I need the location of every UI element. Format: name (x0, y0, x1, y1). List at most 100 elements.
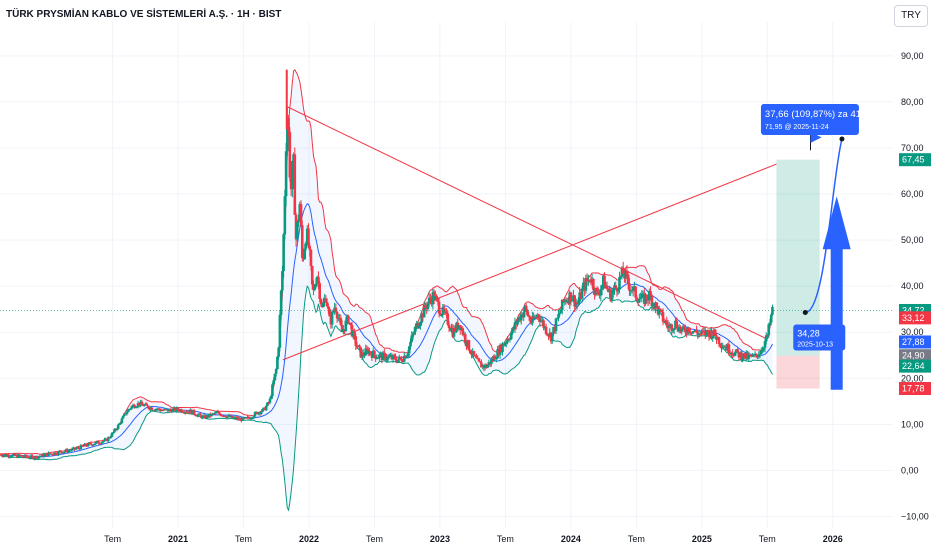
candle-up (47, 452, 50, 456)
candle-up (11, 454, 14, 457)
candle-up (109, 436, 113, 438)
candle-down (635, 297, 639, 301)
candle-up (672, 328, 676, 331)
candle-down (736, 349, 739, 353)
candle-down (544, 326, 548, 335)
candle-down (145, 403, 149, 406)
candle-down (659, 309, 662, 311)
candle-up (129, 408, 132, 410)
candle-up (266, 402, 269, 406)
candle-down (198, 413, 202, 416)
candle-down (247, 416, 251, 419)
candle-up (509, 333, 513, 339)
candle-down (21, 455, 24, 457)
candle-down (325, 302, 329, 307)
price-label: 67,45 (902, 155, 925, 165)
candle-up (252, 416, 256, 418)
candle-down (96, 441, 100, 444)
candle-down (480, 362, 483, 368)
candle-up (616, 289, 620, 292)
candle-down (334, 307, 338, 312)
candle-up (599, 289, 603, 296)
candle-up (101, 441, 105, 443)
candle-up (123, 413, 126, 416)
candle-down (293, 154, 297, 215)
candle-up (215, 412, 218, 414)
candle-up (279, 290, 283, 315)
y-tick-label: 30,00 (901, 327, 924, 337)
candle-down (307, 228, 310, 247)
candle-up (274, 369, 278, 374)
candle-down (324, 298, 328, 303)
candle-up (116, 424, 120, 429)
candle-down (353, 330, 356, 337)
forecast-start-price: 34,28 (797, 329, 820, 339)
candle-down (359, 347, 363, 358)
candle-down (542, 320, 545, 328)
x-tick-label: 2022 (299, 534, 319, 544)
candle-up (427, 297, 431, 304)
candle-down (27, 457, 30, 459)
candle-up (531, 316, 534, 324)
price-label-bg (899, 335, 931, 349)
candle-down (665, 320, 669, 325)
candle-down (710, 330, 713, 339)
candle-up (410, 335, 414, 342)
price-label: 24,90 (902, 351, 925, 361)
candle-down (308, 246, 312, 250)
candle-up (406, 353, 410, 357)
candle-up (378, 354, 381, 358)
candle-down (416, 323, 420, 329)
candle-down (475, 356, 478, 359)
time-axis[interactable]: Tem 2021 Tem 2022 Tem 2023 Tem 2024 Tem 2025 Tem 20… (104, 534, 843, 544)
candle-down (287, 117, 290, 132)
candle-down (400, 359, 404, 362)
candle-down (472, 350, 476, 356)
candle-up (557, 314, 560, 319)
candle-up (417, 325, 421, 329)
price-axis[interactable]: 90,00 80,00 70,00 60,00 50,00 40,00 30,00 20,00… (899, 51, 931, 522)
candle-up (9, 456, 13, 458)
candle-down (82, 445, 85, 447)
candle-up (103, 439, 106, 442)
candle-up (37, 456, 40, 459)
candle-down (317, 276, 320, 284)
trend-lines[interactable] (282, 106, 777, 361)
price-label-bg (899, 311, 931, 325)
candle-down (212, 413, 216, 415)
candle-up (407, 346, 411, 354)
candle-up (268, 398, 272, 403)
candle-down (99, 443, 103, 445)
candle-down (649, 291, 652, 296)
candle-down (80, 445, 84, 447)
y-tick-label: −10,00 (901, 511, 929, 521)
candle-up (363, 355, 366, 357)
trendline-ascending (282, 163, 777, 361)
bollinger-fill (0, 69, 773, 511)
arrow-up-icon (822, 196, 851, 390)
candle-up (276, 356, 279, 370)
candle-up (769, 314, 773, 323)
forecast-projection[interactable]: 34,28 2025-10-13 37,66 (109,87%) za 41g 23… (0, 103, 893, 390)
candle-down (180, 409, 183, 413)
candle-down (349, 322, 353, 325)
candle-up (611, 289, 615, 294)
candle-down (327, 306, 330, 310)
x-tick-label: 2023 (430, 534, 450, 544)
candle-up (259, 411, 263, 414)
candle-up (330, 311, 334, 325)
candle-down (537, 314, 540, 318)
candle-up (747, 354, 751, 359)
candle-up (126, 409, 130, 413)
candle-up (57, 451, 60, 455)
currency-button[interactable]: TRY (894, 5, 928, 27)
price-label: 17,78 (902, 384, 925, 394)
candle-up (94, 442, 98, 444)
long-position-tool[interactable] (776, 159, 820, 389)
candle-up (657, 309, 661, 315)
candle-up (261, 409, 264, 412)
candle-up (110, 433, 114, 437)
candle-up (269, 396, 273, 399)
candle-up (405, 356, 409, 359)
